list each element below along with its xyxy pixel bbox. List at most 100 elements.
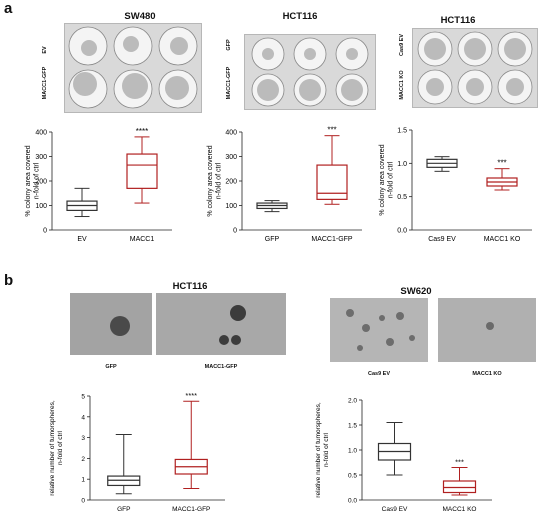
y-axis-label-line: n-fold of ctrl [216,162,223,199]
micro-title-hct116: HCT116 [172,281,208,292]
y-tick-label: 1.5 [397,128,407,135]
y-tick-label: 0 [233,228,237,235]
plate-well [417,69,453,105]
plate-title-hct116-cas9: HCT116 [440,15,476,26]
colony-speckle [165,76,189,100]
colony-speckle [464,38,486,60]
plate-title-sw480: SW480 [124,11,156,22]
colony-plate-sw480 [64,23,202,113]
tumorsphere [230,305,246,321]
y-axis-label-line: % colony area covered [207,145,214,216]
colony-speckle [123,36,139,52]
colony-speckle [81,40,97,56]
y-tick-label: 200 [225,179,237,186]
plate-well [158,26,198,66]
micrograph-hct116-gfp [70,293,152,355]
micrograph-image [346,309,415,351]
x-category-label: MACC1-GFP [311,236,353,243]
y-tick-label: 100 [35,203,47,210]
x-category-label: MACC1 KO [443,506,477,513]
micrograph-hct116-macc1gfp [156,293,286,355]
micro-title-sw620: SW620 [400,286,432,297]
y-tick-label: 0 [81,498,85,505]
colony-speckle [262,48,274,60]
colony-speckle [341,79,363,101]
tumorsphere [231,335,241,345]
box-chart-hct116-cas9: 0.0 0.5 1.0 1.5 % colony area covered n-fold … [379,128,532,243]
x-category-label: GFP [117,506,130,513]
x-category-label: Cas9 EV [428,236,456,243]
colony-speckle [73,72,97,96]
plate-well [293,37,327,71]
x-category-label: EV [77,236,87,243]
colony-speckle [424,38,446,60]
plate-well [457,31,493,67]
box [126,153,158,189]
colony-speckle [122,73,148,99]
y-tick-label: 3 [81,435,85,442]
significance-label: **** [185,391,197,400]
box-chart-tumorspheres-hct116: 0 1 2 3 4 5 relative number of tumorspheres, n-… [49,391,225,513]
tumorsphere [110,316,130,336]
panel-letter-a: a [4,0,13,17]
y-axis-label: % colony area covered n-fold of ctrl [379,144,395,215]
plate-title-hct116-gfp: HCT116 [282,11,318,22]
tumorsphere [409,335,415,341]
y-axis-label-line: n-fold of ctrl [34,162,41,199]
y-axis-label-line: % colony area covered [379,144,386,215]
micrograph-image [486,322,494,330]
tumorsphere [346,309,354,317]
colony-speckle [257,79,279,101]
plate-well [113,26,153,66]
y-tick-label: 400 [225,130,237,137]
tumorsphere [486,322,494,330]
box-chart-hct116-gfp: 0 100 200 300 400 % colony area covered n-fold… [207,126,362,243]
tumorsphere [219,335,229,345]
colony-speckle [304,48,316,60]
tumorsphere [396,312,404,320]
y-tick-label: 200 [35,179,47,186]
plate-well [457,69,493,105]
y-axis-label: relative number of tumorspheres, n-fold o… [49,400,64,496]
colony-speckle [299,79,321,101]
x-category-label: MACC1-GFP [172,506,210,513]
y-tick-label: 0.0 [348,498,357,505]
y-tick-label: 2 [81,456,85,463]
y-tick-label: 400 [35,130,47,137]
micrograph-sw620-macc1ko [438,298,536,362]
significance-label: *** [327,126,336,135]
plate-well [417,31,453,67]
y-tick-label: 0.5 [348,473,357,480]
colony-plate-hct116-gfp [244,34,376,110]
box-chart-sw480: 0 100 200 300 400 % colony area covered n-fold… [25,127,172,243]
colony-speckle [170,37,188,55]
y-tick-label: 300 [225,154,237,161]
significance-label: **** [136,127,148,136]
y-axis-label-line: relative number of tumorspheres, [49,400,56,496]
y-tick-label: 1 [81,477,85,484]
y-axis-label-line: % colony area covered [25,145,32,216]
plate-well [113,69,153,109]
y-tick-label: 300 [35,154,47,161]
box [442,480,477,494]
y-tick-label: 1.0 [348,448,357,455]
plate-well [68,69,108,109]
y-axis-label: relative number of tumorspheres, n-fold o… [315,402,330,498]
colony-speckle [346,48,358,60]
plate-row-label-gfp: GFP [226,39,232,51]
y-tick-label: 1.0 [397,161,407,168]
plate-well [497,69,533,105]
y-axis-label-line: relative number of tumorspheres, [315,402,322,498]
x-category-label: GFP [265,236,280,243]
plate-row-label-macc1ko: MACC1 KO [399,70,405,100]
colony-plate-hct116-cas9 [412,28,538,108]
significance-label: *** [497,159,506,168]
x-category-label: Cas9 EV [382,506,408,513]
y-tick-label: 100 [225,203,237,210]
colony-speckle [506,78,524,96]
y-axis-label-line: n-fold of ctrl [388,161,395,198]
colony-speckle [426,78,444,96]
micro-caption-gfp: GFP [105,364,117,370]
y-tick-label: 0.5 [397,194,407,201]
plate-well [158,69,198,109]
